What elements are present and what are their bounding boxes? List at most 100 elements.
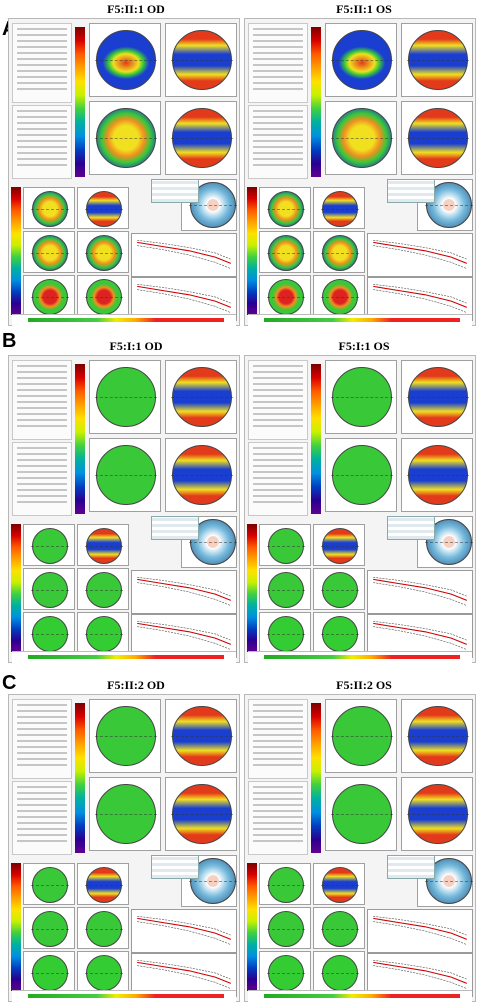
info-line (253, 401, 303, 403)
corneal-map (321, 235, 359, 271)
map-frame (325, 23, 397, 97)
map-frame (401, 438, 473, 512)
corneal-map (331, 445, 393, 505)
corneal-map (31, 572, 69, 608)
info-line (17, 764, 67, 766)
info-line (253, 82, 303, 84)
panel-title-b-os: F5:I:1 OS (338, 339, 390, 353)
info-line (253, 371, 303, 373)
info-table (248, 781, 308, 855)
score-bar (28, 655, 224, 659)
info-line (253, 495, 303, 497)
corneal-map (95, 445, 157, 505)
map-frame (23, 231, 75, 273)
map-frame (165, 438, 237, 512)
map-frame (325, 777, 397, 851)
info-line (253, 501, 303, 503)
info-line (253, 128, 303, 130)
map-frame (401, 101, 473, 175)
info-line (17, 88, 67, 90)
color-scale-lower (11, 524, 21, 652)
data-grid (151, 179, 199, 203)
info-line (17, 828, 67, 830)
map-frame (165, 699, 237, 773)
corneal-map (171, 367, 233, 427)
map-frame (325, 699, 397, 773)
info-line (253, 64, 303, 66)
corneal-map (31, 279, 69, 315)
info-line (253, 804, 303, 806)
corneal-map (267, 279, 305, 315)
info-line (17, 28, 67, 30)
corneal-map (171, 784, 233, 844)
info-line (253, 752, 303, 754)
corneal-map (267, 867, 305, 903)
map-frame (23, 568, 75, 610)
corneal-map (321, 279, 359, 315)
info-line (17, 70, 67, 72)
data-grid (387, 516, 435, 540)
color-scale-lower (11, 863, 21, 991)
map-frame (165, 23, 237, 97)
corneal-map (95, 784, 157, 844)
info-line (17, 710, 67, 712)
corneal-map (85, 191, 123, 227)
data-grid (151, 516, 199, 540)
color-scale-upper (75, 364, 85, 514)
color-scale-lower (247, 187, 257, 315)
map-frame (313, 951, 365, 993)
corneal-map (31, 955, 69, 991)
map-frame (77, 907, 129, 949)
corneal-map (331, 784, 393, 844)
map-frame (401, 23, 473, 97)
info-line (17, 158, 67, 160)
corneal-map (321, 528, 359, 564)
map-frame (77, 612, 129, 654)
info-line (17, 716, 67, 718)
info-line (253, 840, 303, 842)
info-line (253, 88, 303, 90)
info-line (253, 407, 303, 409)
info-line (253, 746, 303, 748)
info-line (253, 122, 303, 124)
map-frame (313, 524, 365, 566)
corneal-map (321, 616, 359, 652)
map-frame (89, 438, 161, 512)
map-frame (23, 951, 75, 993)
info-line (253, 453, 303, 455)
map-frame (23, 612, 75, 654)
info-line (17, 116, 67, 118)
info-line (17, 822, 67, 824)
topography-panel-0-1 (244, 18, 476, 326)
info-line (253, 734, 303, 736)
info-line (17, 425, 67, 427)
color-scale-lower (247, 863, 257, 991)
info-line (17, 34, 67, 36)
info-line (17, 752, 67, 754)
map-frame (89, 360, 161, 434)
info-line (253, 786, 303, 788)
corneal-map (171, 445, 233, 505)
color-scale-lower (247, 524, 257, 652)
info-line (17, 64, 67, 66)
info-line (17, 746, 67, 748)
score-bar (264, 994, 460, 998)
corneal-map (407, 367, 469, 427)
map-frame (259, 612, 311, 654)
corneal-map (31, 911, 69, 947)
map-frame (313, 187, 365, 229)
data-grid (387, 855, 435, 879)
map-frame (401, 699, 473, 773)
info-line (253, 822, 303, 824)
corneal-map (267, 955, 305, 991)
map-frame (313, 907, 365, 949)
info-line (17, 46, 67, 48)
corneal-map (407, 108, 469, 168)
corneal-map (407, 706, 469, 766)
info-line (253, 365, 303, 367)
pachymetry-target-frame (417, 516, 473, 568)
corneal-map (267, 235, 305, 271)
panel-title-a-od: F5:II:1 OD (107, 2, 165, 16)
corneal-map (85, 616, 123, 652)
map-frame (259, 275, 311, 317)
